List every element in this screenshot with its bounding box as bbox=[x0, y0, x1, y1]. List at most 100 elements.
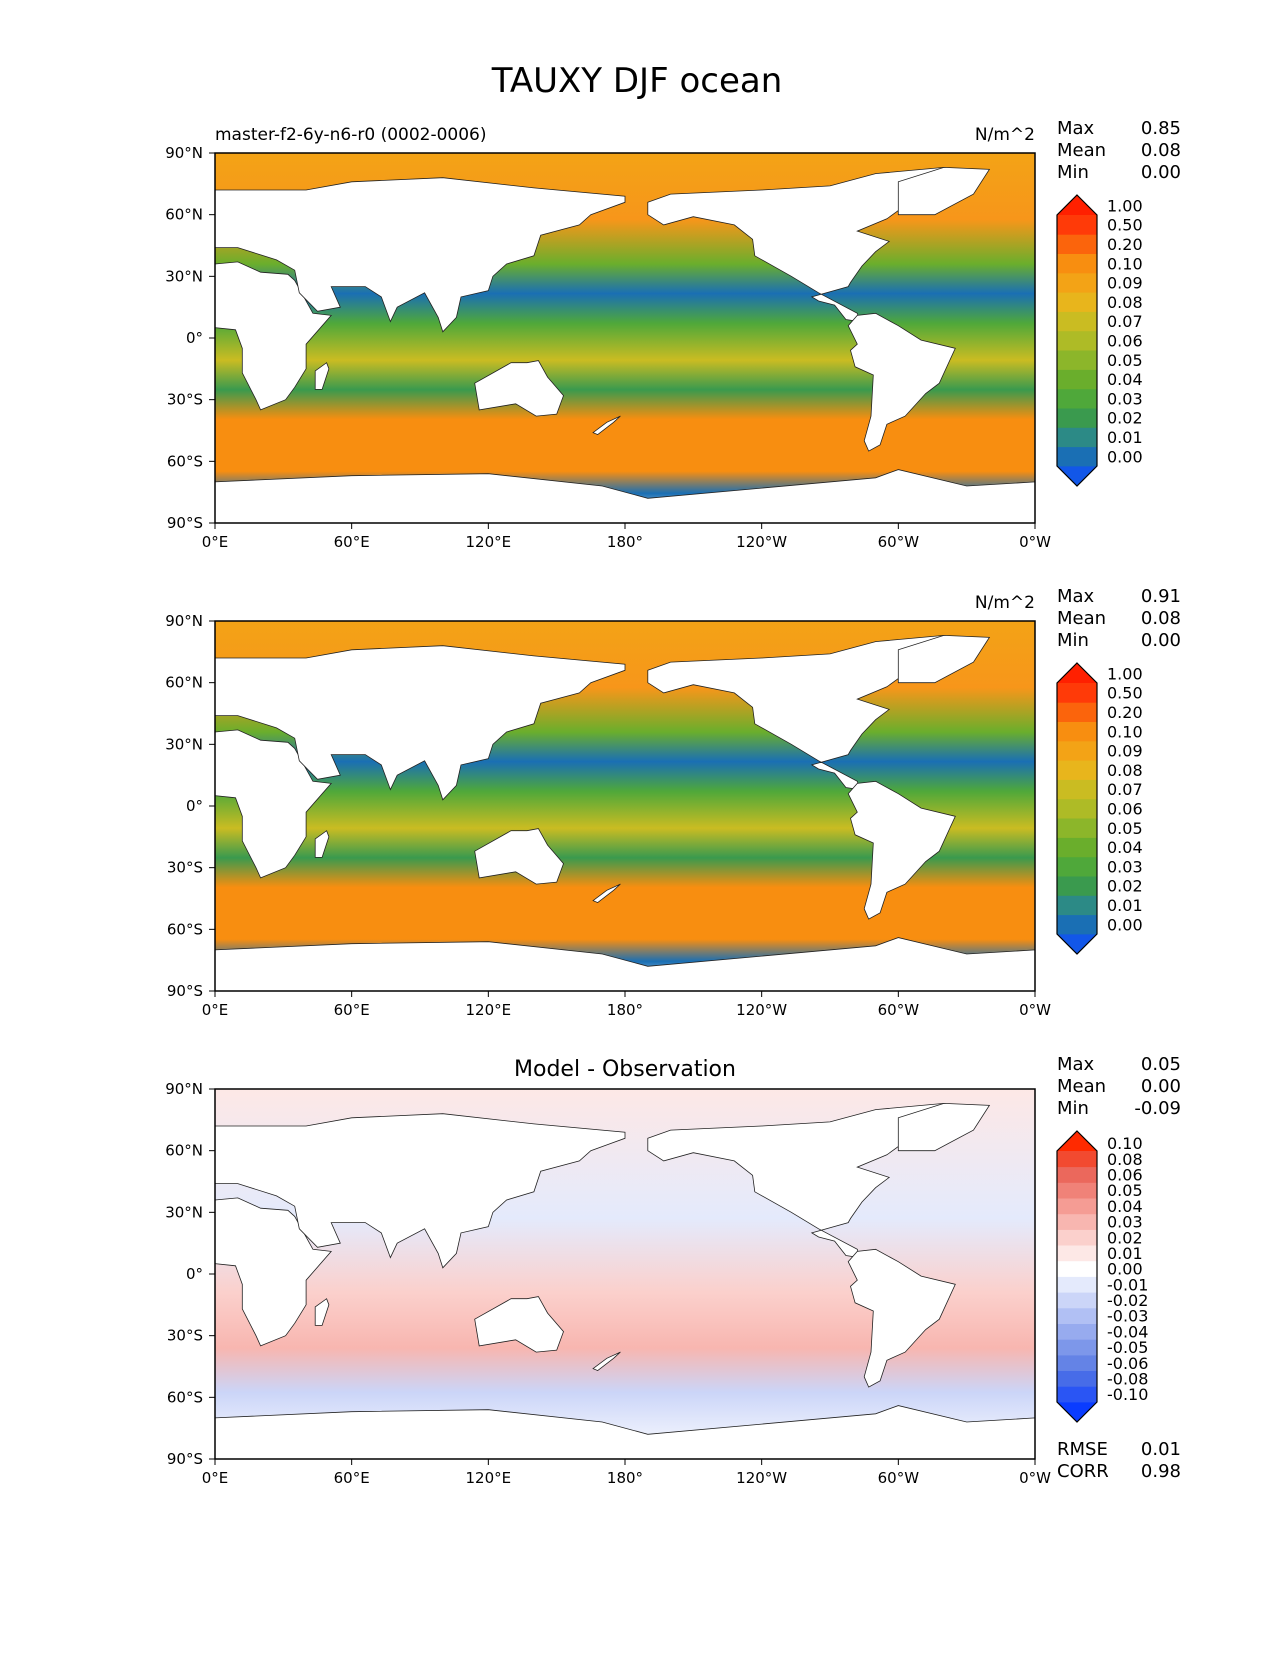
colorbar-swatch bbox=[1057, 779, 1097, 800]
colorbar-swatch bbox=[1057, 1151, 1097, 1168]
colorbar-label: 0.01 bbox=[1107, 428, 1143, 447]
x-tick-label: 0°W bbox=[1019, 533, 1051, 551]
colorbar-swatch bbox=[1057, 446, 1097, 467]
stat-max-value: 0.85 bbox=[1141, 118, 1181, 139]
stat-min-label: Min bbox=[1057, 162, 1089, 183]
colorbar-label: 0.08 bbox=[1107, 761, 1143, 780]
y-tick-label: 60°N bbox=[165, 1142, 203, 1160]
x-tick-label: 60°E bbox=[334, 1469, 370, 1487]
colorbar-swatch bbox=[1057, 1229, 1097, 1246]
y-tick-label: 30°S bbox=[167, 1327, 203, 1345]
colorbar-label: 0.20 bbox=[1107, 235, 1143, 254]
stat-max-label: Max bbox=[1057, 1054, 1095, 1075]
colorbar-swatch bbox=[1057, 1370, 1097, 1387]
stat-mean-label: Mean bbox=[1057, 608, 1106, 629]
colorbar-label: 0.06 bbox=[1107, 800, 1143, 819]
panel-3: 0°E 60°E 120°E 180° 120°W 60°W 0°W 90°N 60°N 30°N… bbox=[165, 1054, 1181, 1487]
colorbar-label: 0.06 bbox=[1107, 1166, 1143, 1185]
colorbar-label: 0.07 bbox=[1107, 780, 1143, 799]
y-tick-label: 60°S bbox=[167, 452, 203, 470]
colorbar-swatch bbox=[1057, 798, 1097, 819]
colorbar-label: 0.04 bbox=[1107, 1197, 1143, 1216]
greenland-land bbox=[897, 166, 991, 216]
x-tick-label: 120°E bbox=[466, 533, 512, 551]
stat-corr-label: CORR bbox=[1057, 1461, 1109, 1482]
y-tick-label: 30°S bbox=[167, 859, 203, 877]
stat-mean-label: Mean bbox=[1057, 1076, 1106, 1097]
y-tick-label: 60°N bbox=[165, 674, 203, 692]
colorbar-swatch bbox=[1057, 408, 1097, 428]
stat-min-value: 0.00 bbox=[1141, 162, 1181, 183]
y-tick-label: 90°S bbox=[167, 514, 203, 532]
colorbar-extend-min bbox=[1057, 466, 1097, 486]
colorbar-swatch bbox=[1057, 856, 1097, 877]
colorbar-swatch bbox=[1057, 876, 1097, 896]
colorbar-swatch bbox=[1057, 1307, 1097, 1324]
panel-1-axes: 0°E 60°E 120°E 180° 120°W 60°W 0°W 90°N 60°N 30°N… bbox=[165, 144, 1051, 551]
stat-mean-value: 0.08 bbox=[1141, 608, 1181, 629]
colorbar-label: 0.09 bbox=[1107, 742, 1143, 761]
panel-2-stats: Max 0.91 Mean 0.08 Min 0.00 bbox=[1057, 586, 1181, 651]
australia-land bbox=[474, 360, 564, 417]
colorbar-swatch bbox=[1057, 683, 1097, 703]
colorbar-extend-max bbox=[1057, 195, 1097, 215]
colorbar-swatch bbox=[1057, 311, 1097, 332]
colorbar-label: 0.05 bbox=[1107, 819, 1143, 838]
colorbar-label: 0.10 bbox=[1107, 722, 1143, 741]
stat-max-label: Max bbox=[1057, 118, 1095, 139]
australia-land bbox=[474, 828, 564, 885]
x-tick-label: 0°E bbox=[202, 1469, 229, 1487]
stat-rmse-value: 0.01 bbox=[1141, 1439, 1181, 1460]
colorbar-swatch bbox=[1057, 1339, 1097, 1356]
figure-title: TAUXY DJF ocean bbox=[491, 61, 783, 101]
colorbar-label: -0.03 bbox=[1107, 1307, 1148, 1326]
stat-min-value: -0.09 bbox=[1134, 1098, 1181, 1119]
eurasia-land bbox=[214, 645, 626, 801]
x-tick-label: 0°E bbox=[202, 1001, 229, 1019]
colorbar-label: 0.03 bbox=[1107, 857, 1143, 876]
south-america-land bbox=[847, 312, 956, 452]
colorbar-label: 0.04 bbox=[1107, 838, 1143, 857]
stat-mean-value: 0.00 bbox=[1141, 1076, 1181, 1097]
y-tick-label: 30°N bbox=[165, 735, 203, 753]
panel-3-land bbox=[214, 1102, 1036, 1460]
colorbar-swatch bbox=[1057, 1245, 1097, 1262]
y-tick-label: 90°S bbox=[167, 982, 203, 1000]
panel-3-stats: Max 0.05 Mean 0.00 Min -0.09 RMSE 0.01 C… bbox=[1057, 1054, 1181, 1482]
colorbar-label: -0.05 bbox=[1107, 1338, 1148, 1357]
x-tick-label: 60°W bbox=[878, 1001, 920, 1019]
colorbar-label: 0.05 bbox=[1107, 351, 1143, 370]
colorbar-swatch bbox=[1057, 234, 1097, 254]
y-tick-label: 60°N bbox=[165, 206, 203, 224]
colorbar-label: 0.01 bbox=[1107, 1244, 1143, 1263]
new-zealand-land bbox=[592, 883, 621, 904]
colorbar-label: 0.08 bbox=[1107, 293, 1143, 312]
panel-1-left-title: master-f2-6y-n6-r0 (0002-0006) bbox=[215, 125, 487, 145]
colorbar-label: 0.05 bbox=[1107, 1181, 1143, 1200]
y-tick-label: 90°N bbox=[165, 1080, 203, 1098]
colorbar-label: 0.02 bbox=[1107, 409, 1143, 428]
australia-land bbox=[474, 1296, 564, 1353]
stat-max-label: Max bbox=[1057, 586, 1095, 607]
colorbar-label: 0.50 bbox=[1107, 216, 1143, 235]
panel-1-units: N/m^2 bbox=[975, 125, 1035, 145]
colorbar-extend-max bbox=[1057, 663, 1097, 683]
colorbar-label: 0.02 bbox=[1107, 877, 1143, 896]
eurasia-land bbox=[214, 1113, 626, 1269]
x-tick-label: 60°E bbox=[334, 1001, 370, 1019]
colorbar-swatch bbox=[1057, 760, 1097, 780]
north-america-land bbox=[647, 1102, 968, 1259]
madagascar-land bbox=[314, 1298, 330, 1326]
panel-1-colorbar: 0.000.010.020.030.040.050.060.070.080.09… bbox=[1056, 194, 1143, 487]
y-tick-label: 0° bbox=[186, 1265, 203, 1283]
colorbar-label: 0.09 bbox=[1107, 274, 1143, 293]
x-tick-label: 0°W bbox=[1019, 1469, 1051, 1487]
new-zealand-land bbox=[592, 1351, 621, 1372]
colorbar-swatch bbox=[1057, 272, 1097, 293]
south-america-land bbox=[847, 780, 956, 920]
panel-3-axes: 0°E 60°E 120°E 180° 120°W 60°W 0°W 90°N 60°N 30°N… bbox=[165, 1080, 1051, 1487]
colorbar-label: 0.06 bbox=[1107, 332, 1143, 351]
stat-max-value: 0.91 bbox=[1141, 586, 1181, 607]
y-tick-label: 0° bbox=[186, 329, 203, 347]
